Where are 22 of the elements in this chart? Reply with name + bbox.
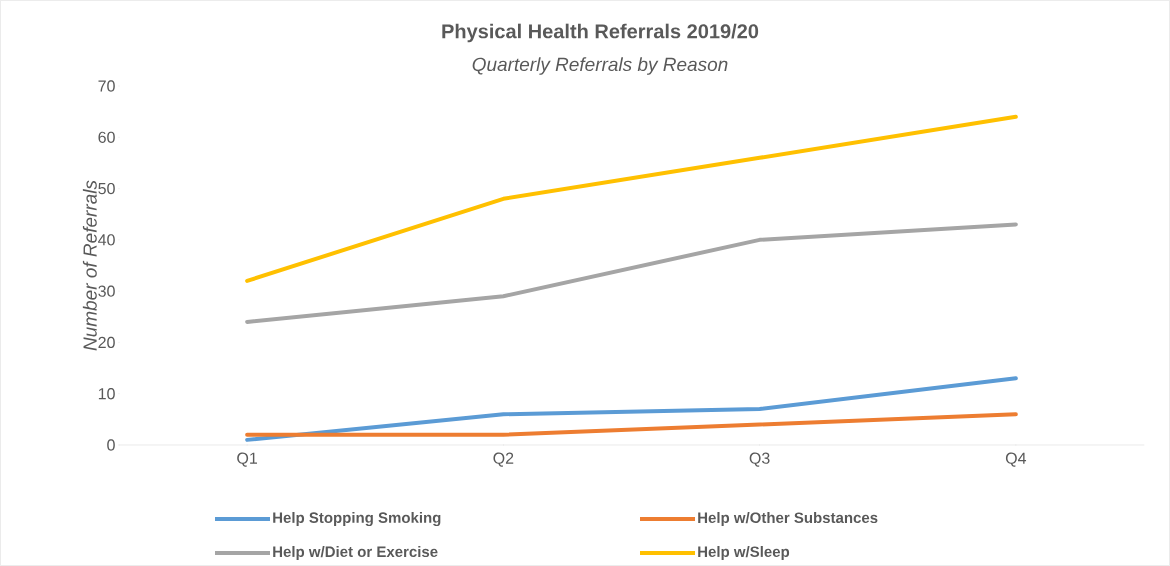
legend-label: Help w/Sleep — [698, 546, 790, 560]
line-series — [245, 376, 1018, 442]
x-tick-label: Q2 — [493, 452, 514, 467]
y-tick-label: 40 — [98, 234, 115, 246]
x-tick-label: Q4 — [1005, 452, 1027, 467]
y-tick-label: 60 — [98, 131, 115, 143]
y-tick-label: 20 — [98, 336, 115, 349]
legend-label: Help Stopping Smoking — [273, 511, 441, 527]
chart-title: Physical Health Referrals 2019/20 — [442, 23, 759, 43]
legend-label: Help w/Diet or Exercise — [273, 546, 438, 560]
line-series — [245, 222, 1018, 324]
y-tick-label: 10 — [98, 388, 115, 400]
x-tick-label: Q3 — [749, 452, 770, 467]
y-tick-label: 0 — [107, 439, 115, 451]
x-tick-label: Q1 — [237, 452, 258, 467]
y-axis-title: Number of Referrals — [82, 180, 97, 351]
y-tick-label: 30 — [98, 285, 115, 297]
legend-label: Help w/Other Substances — [698, 512, 878, 526]
chart-subtitle: Quarterly Referrals by Reason — [472, 57, 728, 75]
y-tick-label: 70 — [98, 80, 115, 92]
line-series — [245, 114, 1018, 283]
y-tick-label: 50 — [98, 182, 115, 195]
